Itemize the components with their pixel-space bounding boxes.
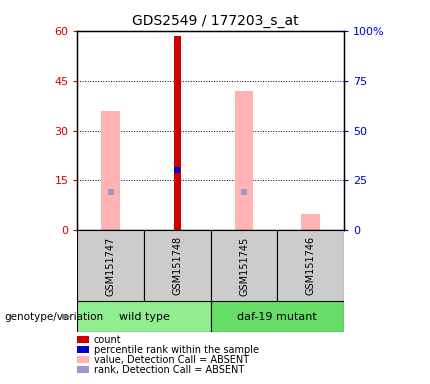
Text: daf-19 mutant: daf-19 mutant — [237, 312, 317, 322]
Text: percentile rank within the sample: percentile rank within the sample — [94, 345, 259, 355]
Text: GDS2549 / 177203_s_at: GDS2549 / 177203_s_at — [132, 14, 298, 28]
Bar — [211, 301, 344, 332]
Text: GSM151746: GSM151746 — [306, 237, 316, 295]
Bar — [144, 230, 211, 301]
Bar — [77, 230, 144, 301]
Text: GSM151745: GSM151745 — [239, 236, 249, 296]
Text: value, Detection Call = ABSENT: value, Detection Call = ABSENT — [94, 355, 249, 365]
Bar — [211, 230, 277, 301]
Text: count: count — [94, 335, 121, 345]
Bar — [174, 36, 181, 230]
Text: ►: ► — [62, 310, 71, 323]
Bar — [101, 111, 120, 230]
Bar — [301, 214, 320, 230]
Bar — [277, 230, 344, 301]
Text: GSM151748: GSM151748 — [172, 237, 182, 295]
Bar — [235, 91, 253, 230]
Bar — [77, 301, 211, 332]
Text: wild type: wild type — [119, 312, 169, 322]
Text: GSM151747: GSM151747 — [106, 236, 116, 296]
Text: rank, Detection Call = ABSENT: rank, Detection Call = ABSENT — [94, 365, 244, 375]
Text: genotype/variation: genotype/variation — [4, 312, 104, 322]
